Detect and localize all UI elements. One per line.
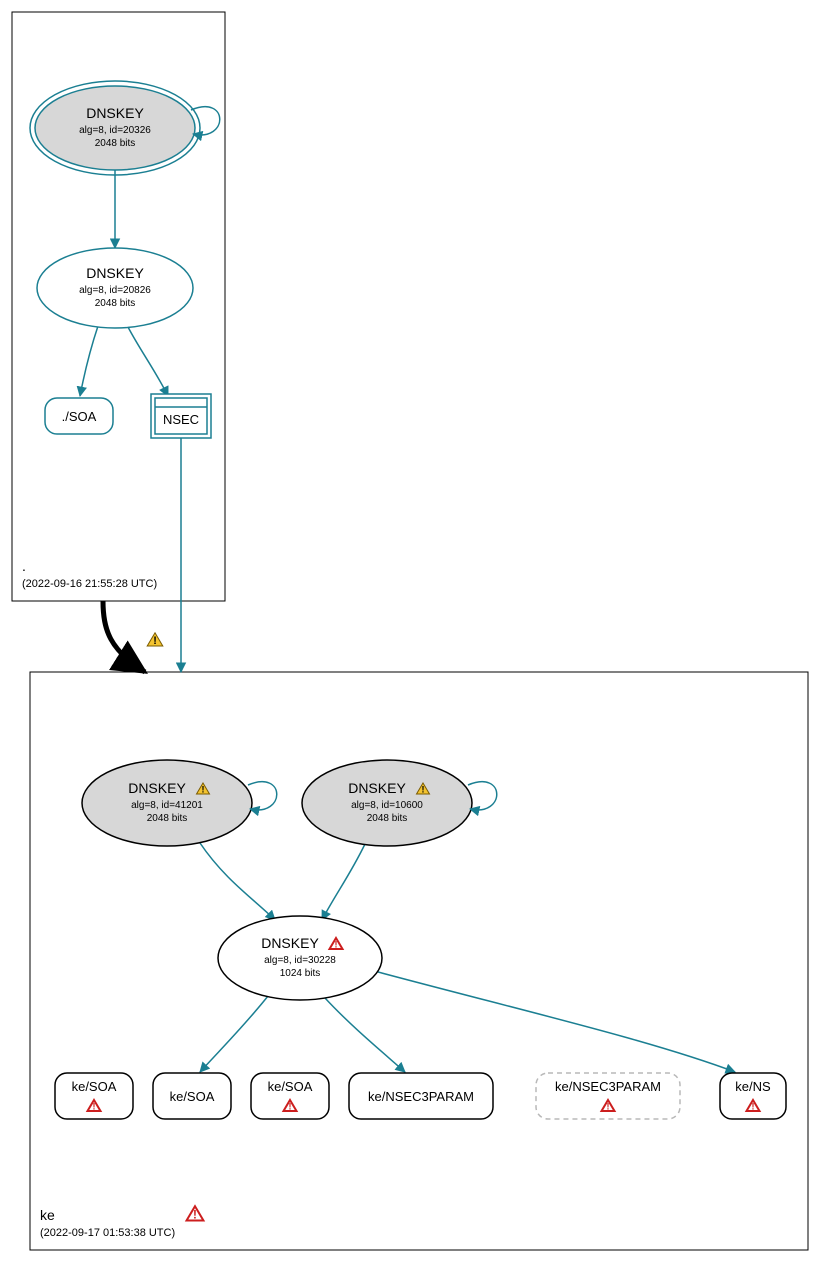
node-ke_ns: ke/NS xyxy=(720,1073,786,1119)
svg-text:ke: ke xyxy=(40,1207,55,1223)
node-root_soa: ./SOA xyxy=(45,398,113,434)
svg-text:2048 bits: 2048 bits xyxy=(95,138,136,149)
svg-text:alg=8, id=20326: alg=8, id=20326 xyxy=(79,125,151,136)
node-ke_soa3: ke/SOA xyxy=(251,1073,329,1119)
svg-text:ke/NSEC3PARAM: ke/NSEC3PARAM xyxy=(555,1079,661,1094)
svg-text:.: . xyxy=(22,558,26,574)
svg-text:!: ! xyxy=(93,1102,96,1112)
svg-text:NSEC: NSEC xyxy=(163,412,199,427)
svg-text:alg=8, id=20826: alg=8, id=20826 xyxy=(79,285,151,296)
svg-text:./SOA: ./SOA xyxy=(62,409,97,424)
dnssec-diagram: . (2022-09-16 21:55:28 UTC) ke (2022-09-17 … xyxy=(0,0,824,1270)
svg-text:!: ! xyxy=(335,940,338,950)
svg-text:!: ! xyxy=(193,1209,197,1222)
svg-text:2048 bits: 2048 bits xyxy=(367,813,408,824)
svg-text:(2022-09-16 21:55:28 UTC): (2022-09-16 21:55:28 UTC) xyxy=(22,578,157,590)
node-ke_ksk1: DNSKEY alg=8, id=41201 2048 bits xyxy=(82,760,277,846)
svg-text:!: ! xyxy=(752,1102,755,1112)
edge-root_zone-ke_zone xyxy=(103,601,145,672)
svg-text:DNSKEY: DNSKEY xyxy=(128,780,186,796)
svg-text:DNSKEY: DNSKEY xyxy=(348,780,406,796)
svg-text:alg=8, id=10600: alg=8, id=10600 xyxy=(351,800,423,811)
edge-ke_zsk-ke_nsec3p1 xyxy=(325,998,405,1072)
node-ke_soa2: ke/SOA xyxy=(153,1073,231,1119)
svg-text:alg=8, id=41201: alg=8, id=41201 xyxy=(131,800,203,811)
svg-text:!: ! xyxy=(289,1102,292,1112)
svg-text:2048 bits: 2048 bits xyxy=(95,298,136,309)
svg-text:!: ! xyxy=(607,1102,610,1112)
svg-text:ke/SOA: ke/SOA xyxy=(268,1079,313,1094)
svg-text:alg=8, id=30228: alg=8, id=30228 xyxy=(264,955,336,966)
edge-root_zsk-root_nsec xyxy=(128,327,168,396)
node-root_ksk: DNSKEY alg=8, id=20326 2048 bits xyxy=(30,81,220,175)
edge-ke_ksk1-ke_zsk xyxy=(200,843,275,920)
svg-text:DNSKEY: DNSKEY xyxy=(261,935,319,951)
svg-text:(2022-09-17 01:53:38 UTC): (2022-09-17 01:53:38 UTC) xyxy=(40,1227,175,1239)
node-ke_nsec3p1: ke/NSEC3PARAM xyxy=(349,1073,493,1119)
edge-ke_ksk2-ke_zsk xyxy=(322,844,365,920)
svg-text:2048 bits: 2048 bits xyxy=(147,813,188,824)
zone-ke: ke (2022-09-17 01:53:38 UTC) xyxy=(30,672,808,1250)
svg-text:!: ! xyxy=(422,785,425,795)
svg-text:!: ! xyxy=(153,635,157,647)
svg-text:ke/SOA: ke/SOA xyxy=(170,1089,215,1104)
svg-text:ke/NS: ke/NS xyxy=(735,1079,771,1094)
edge-root_zsk-root_soa xyxy=(80,326,98,396)
node-ke_zsk: DNSKEY alg=8, id=30228 1024 bits xyxy=(218,916,382,1000)
node-ke_soa1: ke/SOA xyxy=(55,1073,133,1119)
node-ke_nsec3p2: ke/NSEC3PARAM xyxy=(536,1073,680,1119)
svg-text:ke/NSEC3PARAM: ke/NSEC3PARAM xyxy=(368,1089,474,1104)
edge-ke_zsk-ke_soa2 xyxy=(200,996,268,1072)
edge-ke_zsk-ke_ns xyxy=(378,972,735,1072)
svg-text:!: ! xyxy=(202,785,205,795)
svg-text:DNSKEY: DNSKEY xyxy=(86,105,144,121)
svg-text:DNSKEY: DNSKEY xyxy=(86,265,144,281)
svg-text:ke/SOA: ke/SOA xyxy=(72,1079,117,1094)
node-root_zsk: DNSKEY alg=8, id=20826 2048 bits xyxy=(37,248,193,328)
svg-text:1024 bits: 1024 bits xyxy=(280,968,321,979)
node-ke_ksk2: DNSKEY alg=8, id=10600 2048 bits xyxy=(302,760,497,846)
node-root_nsec: NSEC xyxy=(151,394,211,438)
